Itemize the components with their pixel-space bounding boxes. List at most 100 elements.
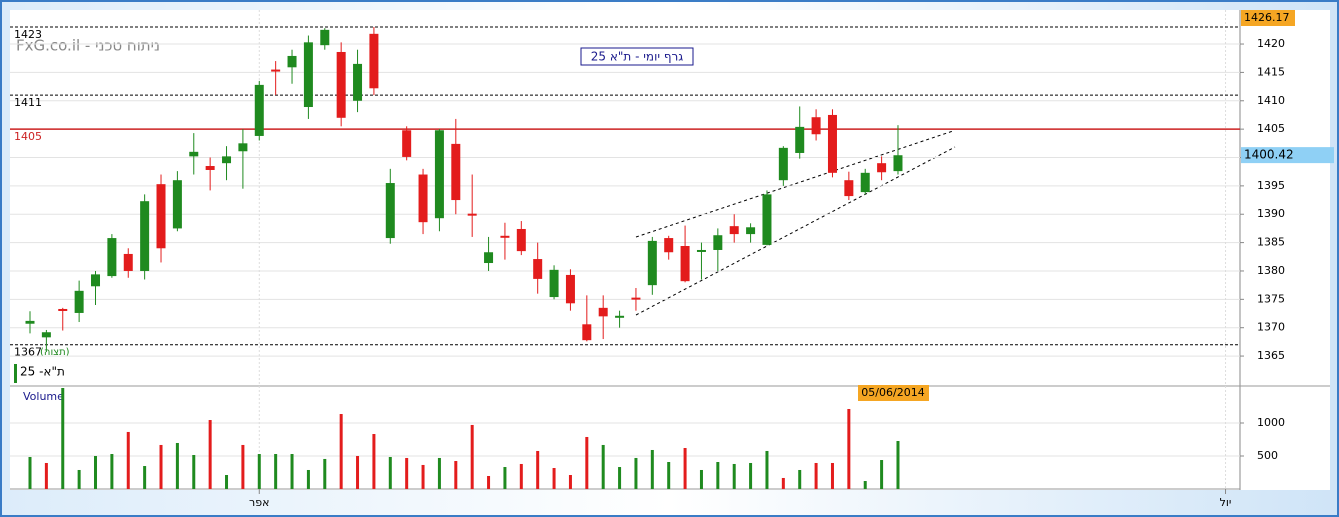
level-label: 1367 <box>14 346 42 359</box>
volume-bar <box>61 388 65 489</box>
candle-body <box>353 63 363 101</box>
candle-body <box>467 213 477 216</box>
volume-bar <box>781 477 785 489</box>
candle-body <box>549 269 559 298</box>
volume-bar <box>650 449 654 489</box>
volume-bar <box>192 455 196 489</box>
candle-body <box>533 259 543 279</box>
volume-bar <box>241 444 245 489</box>
volume-bar <box>208 420 212 489</box>
volume-bar <box>159 444 163 489</box>
volume-bar <box>339 414 343 489</box>
volume-bar <box>552 468 556 489</box>
y-tick-label: 1385 <box>1257 236 1285 249</box>
candle-body <box>172 180 182 229</box>
y-tick-label: 1420 <box>1257 37 1285 50</box>
candle-body <box>647 240 657 286</box>
candle-body <box>91 274 101 287</box>
candle-body <box>287 55 297 68</box>
candle-body <box>778 147 788 181</box>
volume-bar <box>44 462 48 489</box>
candle-body <box>500 235 510 238</box>
candle-body <box>41 332 51 338</box>
candle-body <box>844 180 854 197</box>
volume-bar <box>94 455 98 489</box>
x-tick-label: אפר <box>249 496 269 509</box>
volume-bar <box>601 444 605 489</box>
volume-bar <box>814 462 818 489</box>
candle-body <box>615 315 625 318</box>
candle-body <box>877 163 887 173</box>
candle-body <box>664 238 674 253</box>
candle-body <box>484 252 494 264</box>
candle-body <box>565 274 575 304</box>
volume-bar <box>110 454 114 489</box>
volume-bar <box>175 442 179 489</box>
subtitle-box <box>580 47 694 66</box>
candle-body <box>827 114 837 173</box>
candle-body <box>336 51 346 118</box>
trend-line <box>635 146 956 316</box>
y-tick-label: 1365 <box>1257 349 1285 362</box>
volume-bar <box>323 458 327 489</box>
y-tick-label: 1415 <box>1257 65 1285 78</box>
candle-body <box>123 253 133 271</box>
legend-note: (תצוה) <box>40 347 70 358</box>
volume-tick-label: 1000 <box>1257 416 1285 429</box>
y-tick-label: 1375 <box>1257 292 1285 305</box>
trend-line <box>635 130 954 238</box>
candle-body <box>222 156 232 164</box>
y-tick-label: 1395 <box>1257 179 1285 192</box>
candle-body <box>680 246 690 282</box>
candle-body <box>729 226 739 235</box>
volume-bar <box>454 461 458 489</box>
volume-bar <box>388 456 392 489</box>
candle-body <box>303 42 313 108</box>
candle-body <box>58 308 68 311</box>
volume-bar <box>732 463 736 489</box>
high-marker-box <box>1241 10 1295 26</box>
volume-bar <box>28 456 32 489</box>
volume-bar <box>536 450 540 489</box>
candle-body <box>762 194 772 245</box>
candle-body <box>320 29 330 46</box>
y-tick-label: 1370 <box>1257 321 1285 334</box>
volume-bar <box>437 457 441 489</box>
y-tick-label: 1405 <box>1257 122 1285 135</box>
candle-body <box>434 130 444 219</box>
candle-body <box>25 320 35 324</box>
volume-bar <box>880 460 884 489</box>
x-tick-label: יול <box>1220 496 1232 509</box>
volume-bar <box>257 454 261 489</box>
volume-bar <box>896 441 900 489</box>
candle-body <box>696 249 706 252</box>
candle-body <box>451 143 461 201</box>
volume-bar <box>699 469 703 489</box>
volume-bar <box>749 462 753 489</box>
volume-bar <box>356 455 360 489</box>
candle-body <box>385 183 395 239</box>
volume-bar <box>634 457 638 489</box>
candle-body <box>746 227 756 235</box>
legend-label: ת"א- 25 <box>20 365 65 379</box>
volume-bar <box>716 462 720 489</box>
candle-body <box>402 130 412 157</box>
y-tick-label: 1390 <box>1257 207 1285 220</box>
date-box <box>858 385 929 401</box>
volume-bar <box>143 466 147 489</box>
candle-body <box>205 166 215 170</box>
volume-bar <box>830 462 834 489</box>
candle-body <box>74 290 84 313</box>
candle-body <box>156 184 166 249</box>
volume-bar <box>519 463 523 489</box>
candle-body <box>238 143 248 152</box>
volume-bar <box>126 431 130 489</box>
candle-body <box>795 126 805 153</box>
volume-bar <box>421 464 425 489</box>
chart-title: FxG.co.il - ניתוח טכני <box>16 37 160 55</box>
candle-body <box>811 117 821 135</box>
candle-body <box>189 151 199 157</box>
volume-bar <box>306 469 310 489</box>
level-label: 1423 <box>14 28 42 41</box>
